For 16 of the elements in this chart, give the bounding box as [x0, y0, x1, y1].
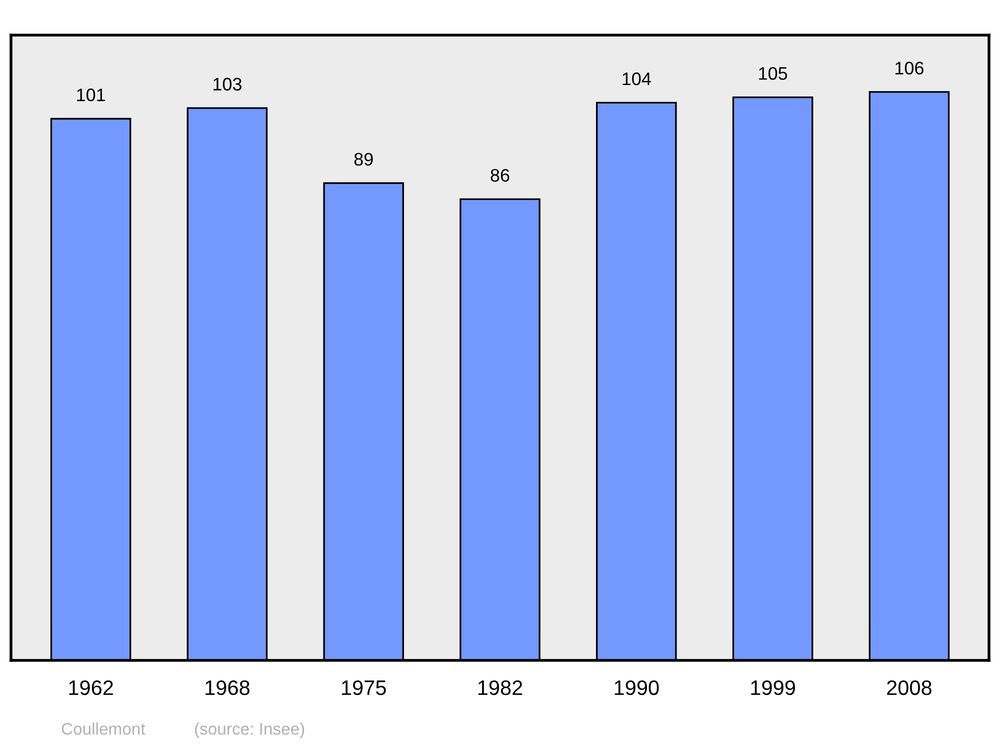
data-label: 101	[77, 88, 105, 102]
data-label: 103	[214, 78, 242, 91]
x-tick-label: 1982	[478, 680, 522, 696]
x-tick-label: 1999	[751, 680, 795, 696]
x-tick-label: 2008	[887, 680, 932, 696]
x-tick-label: 1990	[614, 680, 659, 696]
text: (source: Insee)	[195, 722, 304, 738]
x-tick-label: 1975	[342, 680, 386, 696]
x-tick-label: 1968	[206, 680, 250, 696]
data-label: 106	[896, 62, 924, 74]
data-label: 86	[490, 168, 510, 182]
text: Coullemont	[62, 722, 146, 735]
data-label: 89	[354, 152, 373, 166]
data-label: 104	[622, 72, 651, 86]
x-tick-label: 1962	[69, 680, 113, 696]
data-label: 105	[759, 67, 788, 80]
